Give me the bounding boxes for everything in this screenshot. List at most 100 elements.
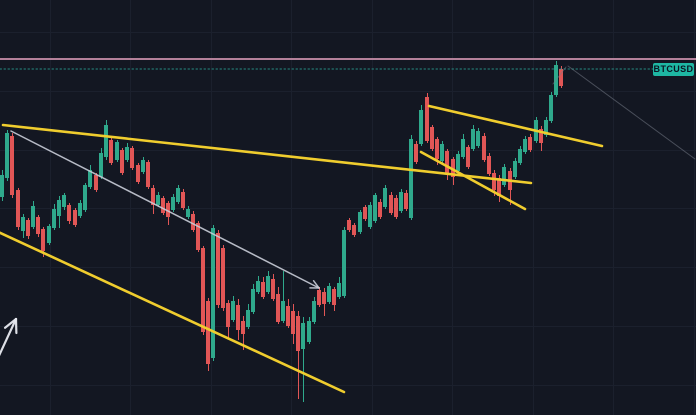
descending-trendline-main[interactable] [1,123,533,185]
candle-body [307,321,311,342]
candle [16,188,20,230]
candle [363,205,367,221]
projection-line-down[interactable] [567,65,696,160]
candle [337,277,341,299]
candle-body [83,185,87,210]
candle-body [120,150,124,173]
candle [136,163,140,184]
candle [201,246,205,335]
projection-line-up[interactable] [552,66,567,85]
candle [281,271,285,323]
candle [352,223,356,237]
candle-body [109,140,113,163]
candle-body [125,147,129,160]
downtrend-arrow[interactable] [10,130,320,289]
candle [358,210,362,234]
candle-body [502,167,506,185]
breakout-arrow[interactable] [0,317,18,373]
candle [231,296,235,322]
candle-body [378,202,382,217]
candle-wick [282,271,284,323]
candle [256,276,260,294]
candle-body [409,139,413,218]
candle-body [271,279,275,299]
candle [78,200,82,218]
candle [332,287,336,311]
candle [497,175,501,202]
candle-body [171,197,175,210]
candle-body [342,230,346,296]
candle-body [36,217,40,234]
candle-wick [297,311,299,399]
candle-body [88,170,92,187]
candle [26,218,30,239]
candle [327,283,331,304]
candle-body [291,311,295,334]
candle [241,316,245,350]
candle [151,185,155,214]
breakout-arrow-head[interactable] [3,317,18,329]
candle [21,214,25,238]
candle [502,164,506,187]
candle [312,297,316,324]
downtrend-arrow-head[interactable] [312,280,320,289]
candle [10,133,14,198]
candle [559,66,563,88]
candle [109,138,113,165]
candle [271,274,275,301]
candle [99,148,103,179]
candle-body [352,225,356,235]
candle [216,230,220,308]
candle-body [141,160,145,172]
candle [5,130,9,181]
candle [286,299,290,328]
candle [399,189,403,213]
candle-body [94,175,98,190]
candle-body [261,282,265,297]
candle-body [383,188,387,207]
candle [322,288,326,316]
candle [47,224,51,245]
candle-body [62,195,66,207]
candle-body [476,131,480,146]
candle [440,141,444,163]
candle-body [368,205,372,227]
candle-body [186,209,190,217]
candle-body [5,133,9,178]
candle [487,153,491,176]
candle [456,151,460,173]
candle [251,284,255,314]
candle [291,304,295,344]
candle [196,221,200,252]
candle [246,304,250,329]
candle [31,201,35,229]
candle [296,311,300,399]
candle-body [327,286,331,302]
candle [445,149,449,180]
candle-body [317,290,321,305]
candle [146,160,150,189]
candle-body [115,142,119,160]
candle-body [435,139,439,159]
candle [41,227,45,257]
candle-body [440,144,444,161]
candle [317,287,321,307]
candle-body [10,136,14,195]
candle-body [231,301,235,320]
short-steep-trendline[interactable] [419,150,527,211]
candle-body [482,136,486,160]
upper-right-channel-line[interactable] [427,104,604,148]
candle [528,134,532,152]
candle [266,271,270,294]
candle [161,196,165,215]
candle [461,134,465,159]
candle [414,141,418,164]
candle-body [47,226,51,243]
candle-body [276,294,280,322]
candle [544,117,548,137]
candle-body [21,217,25,231]
lower-channel-line[interactable] [0,230,346,394]
candle [236,299,240,340]
candle-body [399,192,403,211]
